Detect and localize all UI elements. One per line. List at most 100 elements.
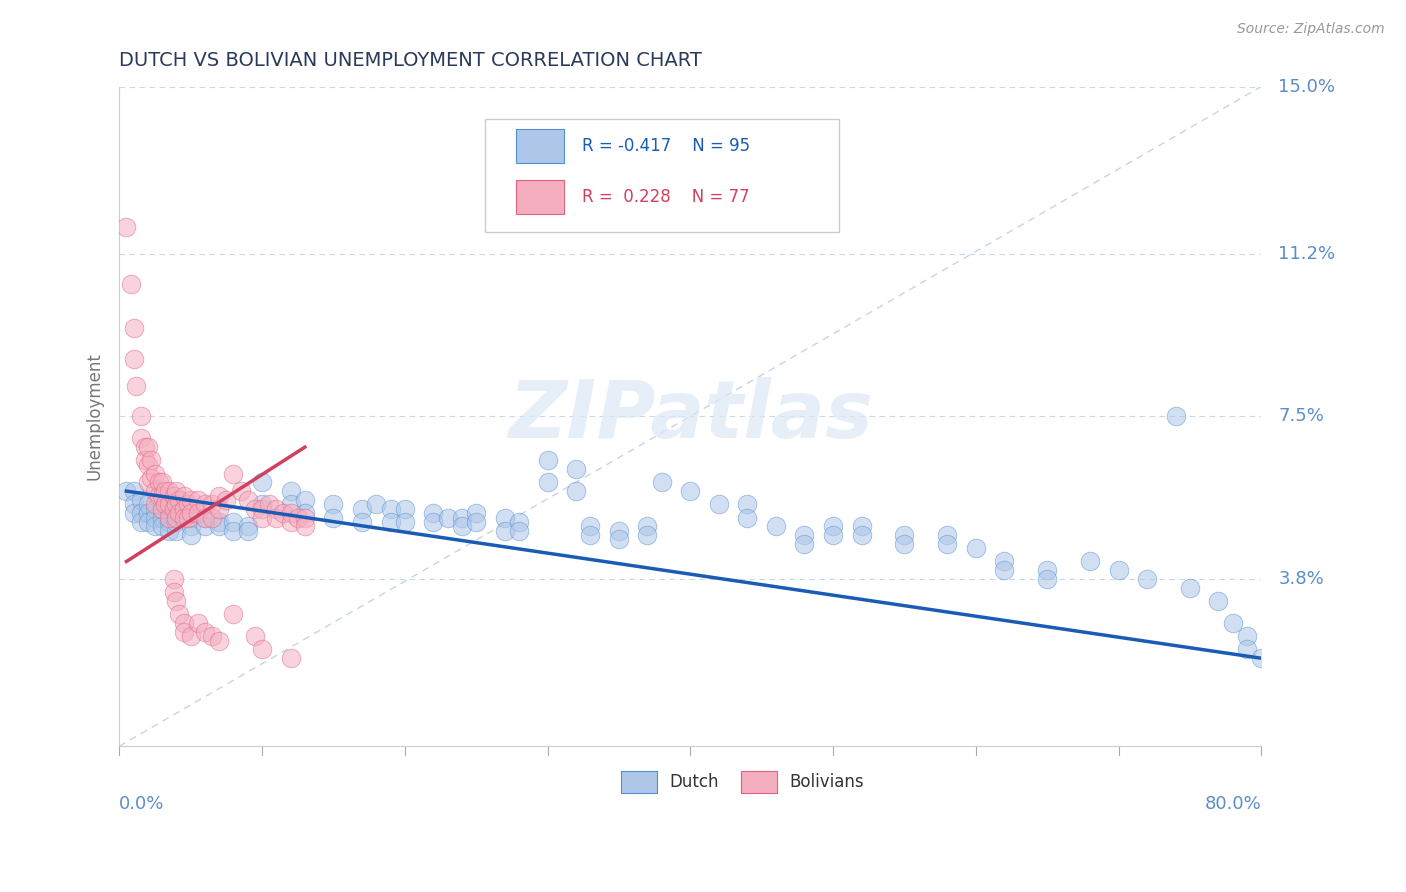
FancyBboxPatch shape xyxy=(516,179,564,214)
Point xyxy=(1078,554,1101,568)
Point xyxy=(366,497,388,511)
Point xyxy=(229,484,252,499)
Point xyxy=(579,519,602,533)
Point xyxy=(187,506,209,520)
Point xyxy=(173,615,195,630)
Point xyxy=(607,524,630,538)
Point xyxy=(280,651,302,665)
Point xyxy=(180,506,202,520)
Point xyxy=(194,519,217,533)
Point xyxy=(494,510,516,524)
Point xyxy=(1250,651,1272,665)
Point xyxy=(508,524,530,538)
Point xyxy=(1036,572,1059,586)
Point xyxy=(173,510,195,524)
Point xyxy=(201,629,224,643)
Point xyxy=(607,533,630,547)
FancyBboxPatch shape xyxy=(741,771,778,793)
Point xyxy=(394,515,416,529)
Point xyxy=(350,501,373,516)
Point xyxy=(115,484,138,499)
Point xyxy=(201,497,224,511)
Point xyxy=(821,519,844,533)
Point xyxy=(165,594,187,608)
Point xyxy=(1208,594,1230,608)
Point xyxy=(201,510,224,524)
Point xyxy=(134,440,156,454)
Point xyxy=(162,489,184,503)
Point xyxy=(194,510,217,524)
Point xyxy=(508,515,530,529)
Point xyxy=(1036,563,1059,577)
Point xyxy=(422,506,444,520)
Point xyxy=(125,378,148,392)
Point xyxy=(536,475,558,490)
Point xyxy=(280,484,302,499)
Point xyxy=(1236,629,1258,643)
Point xyxy=(1164,409,1187,424)
Point xyxy=(851,528,873,542)
Point xyxy=(579,528,602,542)
Text: 0.0%: 0.0% xyxy=(120,795,165,813)
Point xyxy=(194,510,217,524)
Point xyxy=(143,510,166,524)
Point xyxy=(167,492,190,507)
Point xyxy=(129,492,152,507)
Point xyxy=(222,524,245,538)
Point xyxy=(793,528,815,542)
Point xyxy=(222,467,245,481)
Text: DUTCH VS BOLIVIAN UNEMPLOYMENT CORRELATION CHART: DUTCH VS BOLIVIAN UNEMPLOYMENT CORRELATI… xyxy=(120,51,702,70)
Point xyxy=(162,585,184,599)
Point xyxy=(180,528,202,542)
FancyBboxPatch shape xyxy=(516,128,564,163)
Point xyxy=(180,510,202,524)
Point xyxy=(1236,642,1258,657)
Point xyxy=(150,501,173,516)
Point xyxy=(636,528,658,542)
Point xyxy=(651,475,673,490)
Point xyxy=(143,501,166,516)
Point xyxy=(122,321,145,335)
Point xyxy=(177,510,200,524)
Point xyxy=(322,497,344,511)
Point xyxy=(157,515,180,529)
Text: 80.0%: 80.0% xyxy=(1205,795,1261,813)
Point xyxy=(737,497,759,511)
Point xyxy=(167,506,190,520)
Point xyxy=(1108,563,1130,577)
Point xyxy=(250,475,273,490)
Text: R =  0.228    N = 77: R = 0.228 N = 77 xyxy=(582,187,749,206)
Text: 15.0%: 15.0% xyxy=(1278,78,1336,95)
Point xyxy=(1222,615,1244,630)
Point xyxy=(150,519,173,533)
Point xyxy=(465,506,488,520)
Text: 3.8%: 3.8% xyxy=(1278,570,1324,588)
Point xyxy=(157,497,180,511)
Point xyxy=(965,541,987,556)
Point xyxy=(143,497,166,511)
Point xyxy=(173,489,195,503)
Point xyxy=(165,515,187,529)
Point xyxy=(679,484,702,499)
Point xyxy=(129,506,152,520)
Point xyxy=(250,510,273,524)
Point xyxy=(294,506,316,520)
Point xyxy=(150,510,173,524)
Point xyxy=(465,515,488,529)
Point xyxy=(936,537,959,551)
Point xyxy=(136,506,159,520)
Point xyxy=(157,484,180,499)
Point xyxy=(180,492,202,507)
Point xyxy=(162,572,184,586)
Point xyxy=(187,492,209,507)
Point xyxy=(236,492,259,507)
Text: Dutch: Dutch xyxy=(669,772,720,791)
Point xyxy=(280,506,302,520)
Point xyxy=(350,515,373,529)
Point xyxy=(194,497,217,511)
Point xyxy=(243,501,266,516)
Text: R = -0.417    N = 95: R = -0.417 N = 95 xyxy=(582,136,749,155)
Point xyxy=(243,629,266,643)
Point xyxy=(765,519,787,533)
Point xyxy=(157,506,180,520)
